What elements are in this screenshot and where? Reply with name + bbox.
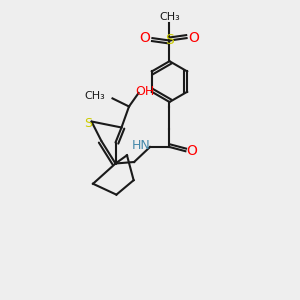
Text: OH: OH [136, 85, 155, 98]
Text: S: S [165, 34, 174, 47]
Text: HN: HN [132, 139, 151, 152]
Text: CH₃: CH₃ [159, 12, 180, 22]
Text: CH₃: CH₃ [84, 91, 105, 101]
Text: O: O [189, 31, 200, 45]
Text: O: O [187, 144, 197, 158]
Text: S: S [84, 117, 92, 130]
Text: O: O [140, 31, 150, 45]
